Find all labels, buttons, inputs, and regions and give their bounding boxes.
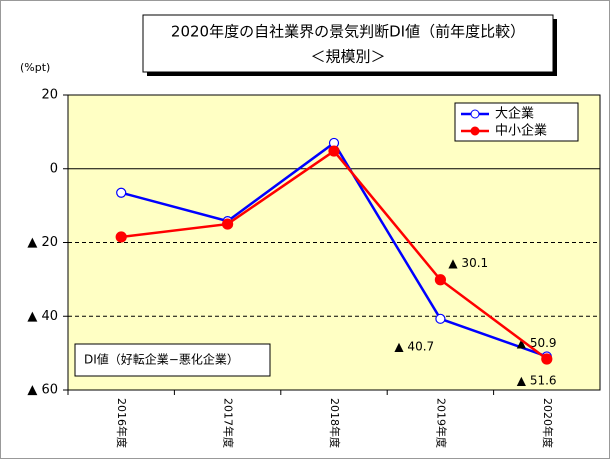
- x-tick-label: 2016年度: [115, 398, 129, 448]
- y-tick-label: ▲ 40: [27, 309, 58, 324]
- y-tick-label: ▲ 60: [27, 383, 58, 398]
- point: [435, 313, 446, 324]
- point: [434, 274, 446, 286]
- y-tick-label: ▲ 20: [27, 235, 58, 250]
- y-axis-label: (%pt): [20, 61, 50, 74]
- y-tick-label: 20: [41, 88, 58, 103]
- point: [116, 187, 127, 198]
- legend-marker: [470, 109, 480, 119]
- annotation-box: [74, 343, 271, 377]
- x-tick-label: 2017年度: [222, 398, 236, 448]
- chart-subtitle: ＜規模別＞: [310, 48, 385, 66]
- chart-title: 2020年度の自社業界の景気判断DI値（前年度比較）: [171, 23, 525, 41]
- legend-marker: [470, 126, 480, 136]
- point: [222, 218, 234, 230]
- x-tick-label: 2018年度: [328, 398, 342, 448]
- data-label: ▲ 30.1: [448, 256, 488, 270]
- data-label: ▲ 50.9: [517, 336, 557, 350]
- legend-label: 大企業: [495, 106, 534, 122]
- point: [541, 353, 553, 365]
- data-label: ▲ 51.6: [517, 374, 557, 388]
- x-tick-label: 2019年度: [434, 398, 448, 448]
- legend-label: 中小企業: [495, 123, 547, 139]
- point: [328, 145, 340, 157]
- point: [115, 231, 127, 243]
- data-label: ▲ 40.7: [394, 339, 434, 353]
- y-tick-label: 0: [50, 161, 58, 176]
- annotation: DI値（好転企業−悪化企業）: [84, 352, 239, 367]
- title-box: [142, 14, 554, 73]
- x-tick-label: 2020年度: [541, 398, 555, 448]
